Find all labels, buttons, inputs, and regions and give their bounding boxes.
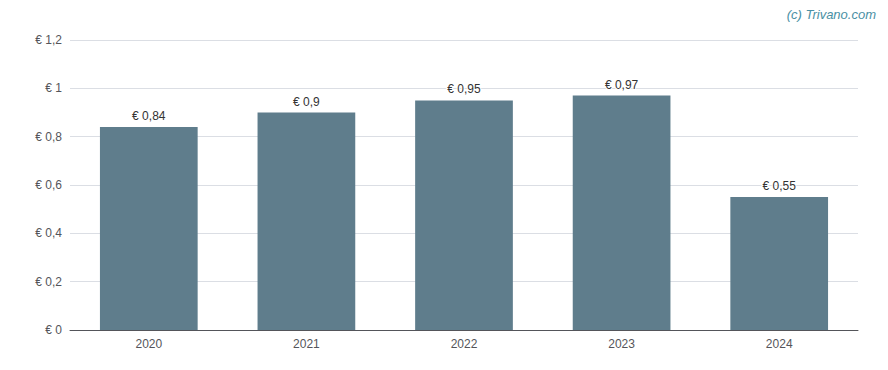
svg-text:€ 0,8: € 0,8: [35, 130, 62, 144]
svg-text:€ 0,6: € 0,6: [35, 178, 62, 192]
svg-text:2022: 2022: [451, 337, 478, 351]
svg-text:€ 0,55: € 0,55: [763, 179, 797, 193]
svg-text:€ 1,2: € 1,2: [35, 33, 62, 47]
svg-text:2021: 2021: [293, 337, 320, 351]
svg-text:(c) Trivano.com: (c) Trivano.com: [787, 7, 876, 22]
svg-text:2024: 2024: [766, 337, 793, 351]
svg-text:€ 0,4: € 0,4: [35, 226, 62, 240]
svg-text:€ 0: € 0: [45, 323, 62, 337]
svg-text:€ 0,95: € 0,95: [447, 82, 481, 96]
svg-text:2023: 2023: [608, 337, 635, 351]
svg-text:€ 0,9: € 0,9: [293, 95, 320, 109]
svg-text:€ 0,2: € 0,2: [35, 275, 62, 289]
svg-text:€ 0,97: € 0,97: [605, 78, 639, 92]
svg-text:€ 0,84: € 0,84: [132, 109, 166, 123]
svg-text:2020: 2020: [135, 337, 162, 351]
svg-text:€ 1: € 1: [45, 81, 62, 95]
